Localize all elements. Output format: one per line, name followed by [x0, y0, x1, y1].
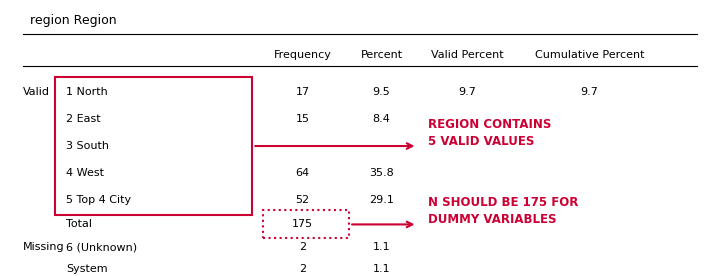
Text: 15: 15	[296, 114, 310, 124]
Text: 52: 52	[295, 195, 310, 205]
Text: System: System	[66, 264, 107, 274]
Text: Total: Total	[66, 219, 92, 229]
Text: Cumulative Percent: Cumulative Percent	[535, 51, 644, 60]
Text: 9.7: 9.7	[459, 87, 477, 97]
Text: 1.1: 1.1	[373, 242, 390, 253]
Text: Missing: Missing	[23, 242, 65, 253]
Text: 2: 2	[299, 242, 306, 253]
Text: 64: 64	[295, 168, 310, 178]
Text: Valid Percent: Valid Percent	[431, 51, 504, 60]
Text: Percent: Percent	[361, 51, 402, 60]
Bar	[55, 77, 253, 215]
Text: Frequency: Frequency	[274, 51, 331, 60]
Text: region Region: region Region	[30, 14, 117, 27]
Text: N SHOULD BE 175 FOR
DUMMY VARIABLES: N SHOULD BE 175 FOR DUMMY VARIABLES	[428, 196, 578, 226]
Text: 175: 175	[292, 219, 313, 229]
Text: 35.8: 35.8	[369, 168, 394, 178]
Text: 9.5: 9.5	[373, 87, 390, 97]
Text: 4 West: 4 West	[66, 168, 104, 178]
Bar	[264, 210, 349, 238]
Text: 1.1: 1.1	[373, 264, 390, 274]
Text: Valid: Valid	[23, 87, 50, 97]
Text: REGION CONTAINS
5 VALID VALUES: REGION CONTAINS 5 VALID VALUES	[428, 118, 552, 147]
Text: 17: 17	[295, 87, 310, 97]
Text: 6 (Unknown): 6 (Unknown)	[66, 242, 137, 253]
Text: 2 East: 2 East	[66, 114, 101, 124]
Text: 29.1: 29.1	[369, 195, 394, 205]
Text: 3 South: 3 South	[66, 141, 109, 151]
Text: 2: 2	[299, 264, 306, 274]
Text: 5 Top 4 City: 5 Top 4 City	[66, 195, 131, 205]
Text: 9.7: 9.7	[580, 87, 598, 97]
Text: 8.4: 8.4	[372, 114, 390, 124]
Text: 1 North: 1 North	[66, 87, 108, 97]
